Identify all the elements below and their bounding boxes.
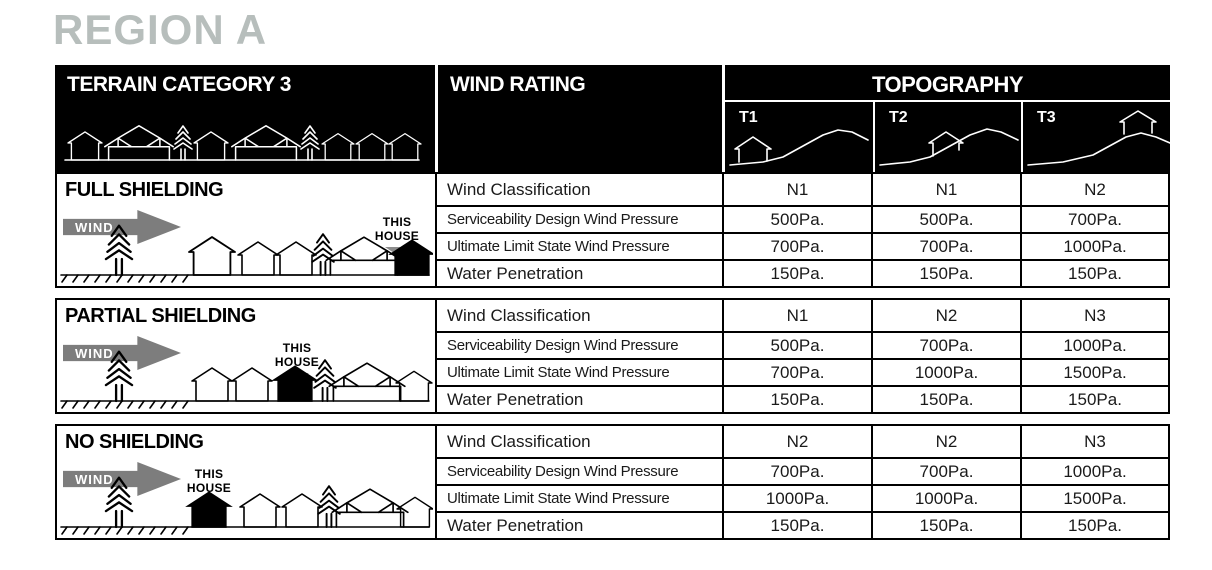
topography-label: TOPOGRAPHY [725, 65, 1170, 102]
full-shielding-diagram: FULL SHIELDING WIND THIS HOUSE [57, 174, 435, 286]
value-cell: N3 [1020, 300, 1168, 331]
wind-label: WIND [75, 345, 114, 361]
value-cell: 150Pa. [1020, 259, 1168, 286]
value-cell: 700Pa. [1020, 205, 1168, 232]
terrain-category-label: TERRAIN CATEGORY 3 [67, 73, 291, 96]
row-label: Serviceability Design Wind Pressure [435, 331, 722, 358]
value-cell: 700Pa. [871, 331, 1020, 358]
value-cell: 700Pa. [722, 457, 871, 484]
row-label: Wind Classification [435, 300, 722, 331]
wind-rating-label: WIND RATING [450, 73, 586, 96]
value-cell: 700Pa. [722, 358, 871, 385]
header-cell-topography: TOPOGRAPHY T1 T2 [722, 65, 1171, 172]
t1-label: T1 [739, 109, 758, 126]
value-cell: N2 [871, 300, 1020, 331]
row-label: Wind Classification [435, 174, 722, 205]
value-cell: 1000Pa. [1020, 331, 1168, 358]
wind-rating-table: TERRAIN CATEGORY 3 [55, 65, 1171, 540]
wind-label: WIND [75, 471, 114, 487]
value-cell: 500Pa. [722, 331, 871, 358]
row-label: Water Penetration [435, 385, 722, 412]
t2-label: T2 [889, 109, 908, 126]
terrain-category-icon [64, 125, 422, 161]
topo-cell-t2: T2 [873, 102, 1021, 172]
value-cell: N1 [722, 300, 871, 331]
value-cell: N3 [1020, 426, 1168, 457]
section-full-shielding: FULL SHIELDING WIND THIS HOUSE [55, 172, 1170, 288]
partial-shielding-diagram: PARTIAL SHIELDING WIND THIS HOUSE [57, 300, 435, 412]
section-partial-shielding: PARTIAL SHIELDING WIND THIS HOUSE [55, 298, 1170, 414]
value-cell: 150Pa. [722, 259, 871, 286]
value-cell: 700Pa. [871, 457, 1020, 484]
row-label: Ultimate Limit State Wind Pressure [435, 358, 722, 385]
no-shielding-diagram: NO SHIELDING WIND THIS HOUSE [57, 426, 435, 538]
wind-label: WIND [75, 219, 114, 235]
section-title: FULL SHIELDING [65, 179, 224, 201]
topography-subheader: T1 T2 [725, 102, 1171, 172]
full-shielding-scene-icon [60, 224, 433, 283]
topo-cell-t3: T3 [1021, 102, 1171, 172]
value-cell: 150Pa. [722, 511, 871, 538]
value-cell: 150Pa. [871, 385, 1020, 412]
value-cell: 1000Pa. [871, 358, 1020, 385]
row-label: Serviceability Design Wind Pressure [435, 205, 722, 232]
partial-shielding-scene-icon [60, 350, 433, 409]
t3-label: T3 [1037, 109, 1056, 126]
value-cell: N2 [722, 426, 871, 457]
value-cell: 150Pa. [1020, 385, 1168, 412]
no-shielding-scene-icon [60, 476, 433, 535]
header-cell-terrain: TERRAIN CATEGORY 3 [55, 65, 435, 172]
value-cell: N1 [722, 174, 871, 205]
value-cell: 150Pa. [871, 259, 1020, 286]
row-label: Ultimate Limit State Wind Pressure [435, 484, 722, 511]
value-cell: 1500Pa. [1020, 484, 1168, 511]
value-cell: 150Pa. [871, 511, 1020, 538]
table-header: TERRAIN CATEGORY 3 [55, 65, 1171, 172]
value-cell: 500Pa. [722, 205, 871, 232]
value-cell: 500Pa. [871, 205, 1020, 232]
row-label: Wind Classification [435, 426, 722, 457]
t2-hill-icon [879, 128, 1019, 166]
page-title: REGION A [53, 6, 268, 53]
section-no-shielding: NO SHIELDING WIND THIS HOUSE [55, 424, 1170, 540]
value-cell: 1000Pa. [871, 484, 1020, 511]
row-label: Serviceability Design Wind Pressure [435, 457, 722, 484]
value-cell: 1000Pa. [722, 484, 871, 511]
value-cell: 700Pa. [722, 232, 871, 259]
value-cell: N2 [871, 426, 1020, 457]
t1-hill-icon [729, 129, 869, 166]
value-cell: 1500Pa. [1020, 358, 1168, 385]
row-label: Ultimate Limit State Wind Pressure [435, 232, 722, 259]
row-label: Water Penetration [435, 259, 722, 286]
value-cell: 700Pa. [871, 232, 1020, 259]
section-title: PARTIAL SHIELDING [65, 305, 256, 327]
value-cell: 150Pa. [722, 385, 871, 412]
value-cell: 150Pa. [1020, 511, 1168, 538]
value-cell: N1 [871, 174, 1020, 205]
value-cell: N2 [1020, 174, 1168, 205]
t3-hill-icon [1027, 110, 1171, 166]
section-title: NO SHIELDING [65, 431, 204, 453]
header-cell-wind-rating: WIND RATING [435, 65, 722, 172]
topo-cell-t1: T1 [725, 102, 873, 172]
value-cell: 1000Pa. [1020, 232, 1168, 259]
value-cell: 1000Pa. [1020, 457, 1168, 484]
row-label: Water Penetration [435, 511, 722, 538]
